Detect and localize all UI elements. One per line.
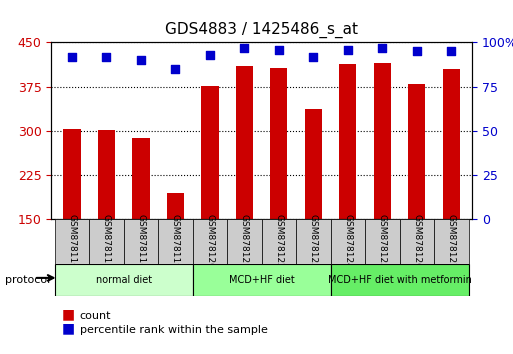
Bar	[305, 109, 322, 219]
Point	[206, 52, 214, 58]
FancyBboxPatch shape	[158, 219, 193, 264]
Point	[103, 54, 111, 59]
Bar	[167, 193, 184, 219]
Bar	[270, 68, 287, 219]
Title: GDS4883 / 1425486_s_at: GDS4883 / 1425486_s_at	[165, 22, 358, 38]
FancyBboxPatch shape	[55, 219, 89, 264]
Point	[240, 45, 248, 51]
Text: GSM878116: GSM878116	[68, 214, 76, 269]
Point	[344, 47, 352, 52]
Text: MCD+HF diet with metformin: MCD+HF diet with metformin	[328, 275, 471, 285]
Point	[171, 66, 180, 72]
FancyBboxPatch shape	[296, 219, 330, 264]
Text: GSM878127: GSM878127	[447, 214, 456, 269]
Text: normal diet: normal diet	[95, 275, 152, 285]
Bar	[64, 129, 81, 219]
Bar	[408, 84, 425, 219]
Text: GSM878117: GSM878117	[102, 214, 111, 269]
Text: ■: ■	[62, 308, 75, 321]
Text: GSM878125: GSM878125	[378, 214, 387, 269]
FancyBboxPatch shape	[330, 219, 365, 264]
Point	[447, 48, 456, 54]
Point	[309, 54, 318, 59]
Text: count: count	[80, 310, 111, 321]
Text: GSM878124: GSM878124	[343, 214, 352, 269]
Text: MCD+HF diet: MCD+HF diet	[229, 275, 294, 285]
Point	[137, 57, 145, 63]
Text: GSM878122: GSM878122	[274, 214, 283, 269]
FancyBboxPatch shape	[193, 264, 330, 296]
FancyBboxPatch shape	[193, 219, 227, 264]
FancyBboxPatch shape	[262, 219, 296, 264]
Bar	[443, 69, 460, 219]
Bar	[373, 63, 391, 219]
FancyBboxPatch shape	[124, 219, 158, 264]
Text: protocol: protocol	[5, 275, 50, 285]
FancyBboxPatch shape	[434, 219, 468, 264]
FancyBboxPatch shape	[55, 264, 193, 296]
Text: GSM878126: GSM878126	[412, 214, 421, 269]
Text: GSM878120: GSM878120	[205, 214, 214, 269]
Point	[275, 47, 283, 52]
Point	[412, 48, 421, 54]
Point	[378, 45, 386, 51]
Point	[68, 54, 76, 59]
Bar	[132, 138, 150, 219]
Bar	[98, 130, 115, 219]
FancyBboxPatch shape	[89, 219, 124, 264]
Bar	[339, 64, 357, 219]
Text: GSM878121: GSM878121	[240, 214, 249, 269]
Bar	[201, 86, 219, 219]
Text: GSM878118: GSM878118	[136, 214, 146, 269]
Text: percentile rank within the sample: percentile rank within the sample	[80, 325, 267, 335]
Text: GSM878123: GSM878123	[309, 214, 318, 269]
FancyBboxPatch shape	[330, 264, 468, 296]
Bar	[236, 66, 253, 219]
FancyBboxPatch shape	[400, 219, 434, 264]
FancyBboxPatch shape	[365, 219, 400, 264]
Text: ■: ■	[62, 322, 75, 336]
FancyBboxPatch shape	[227, 219, 262, 264]
Text: GSM878119: GSM878119	[171, 214, 180, 269]
